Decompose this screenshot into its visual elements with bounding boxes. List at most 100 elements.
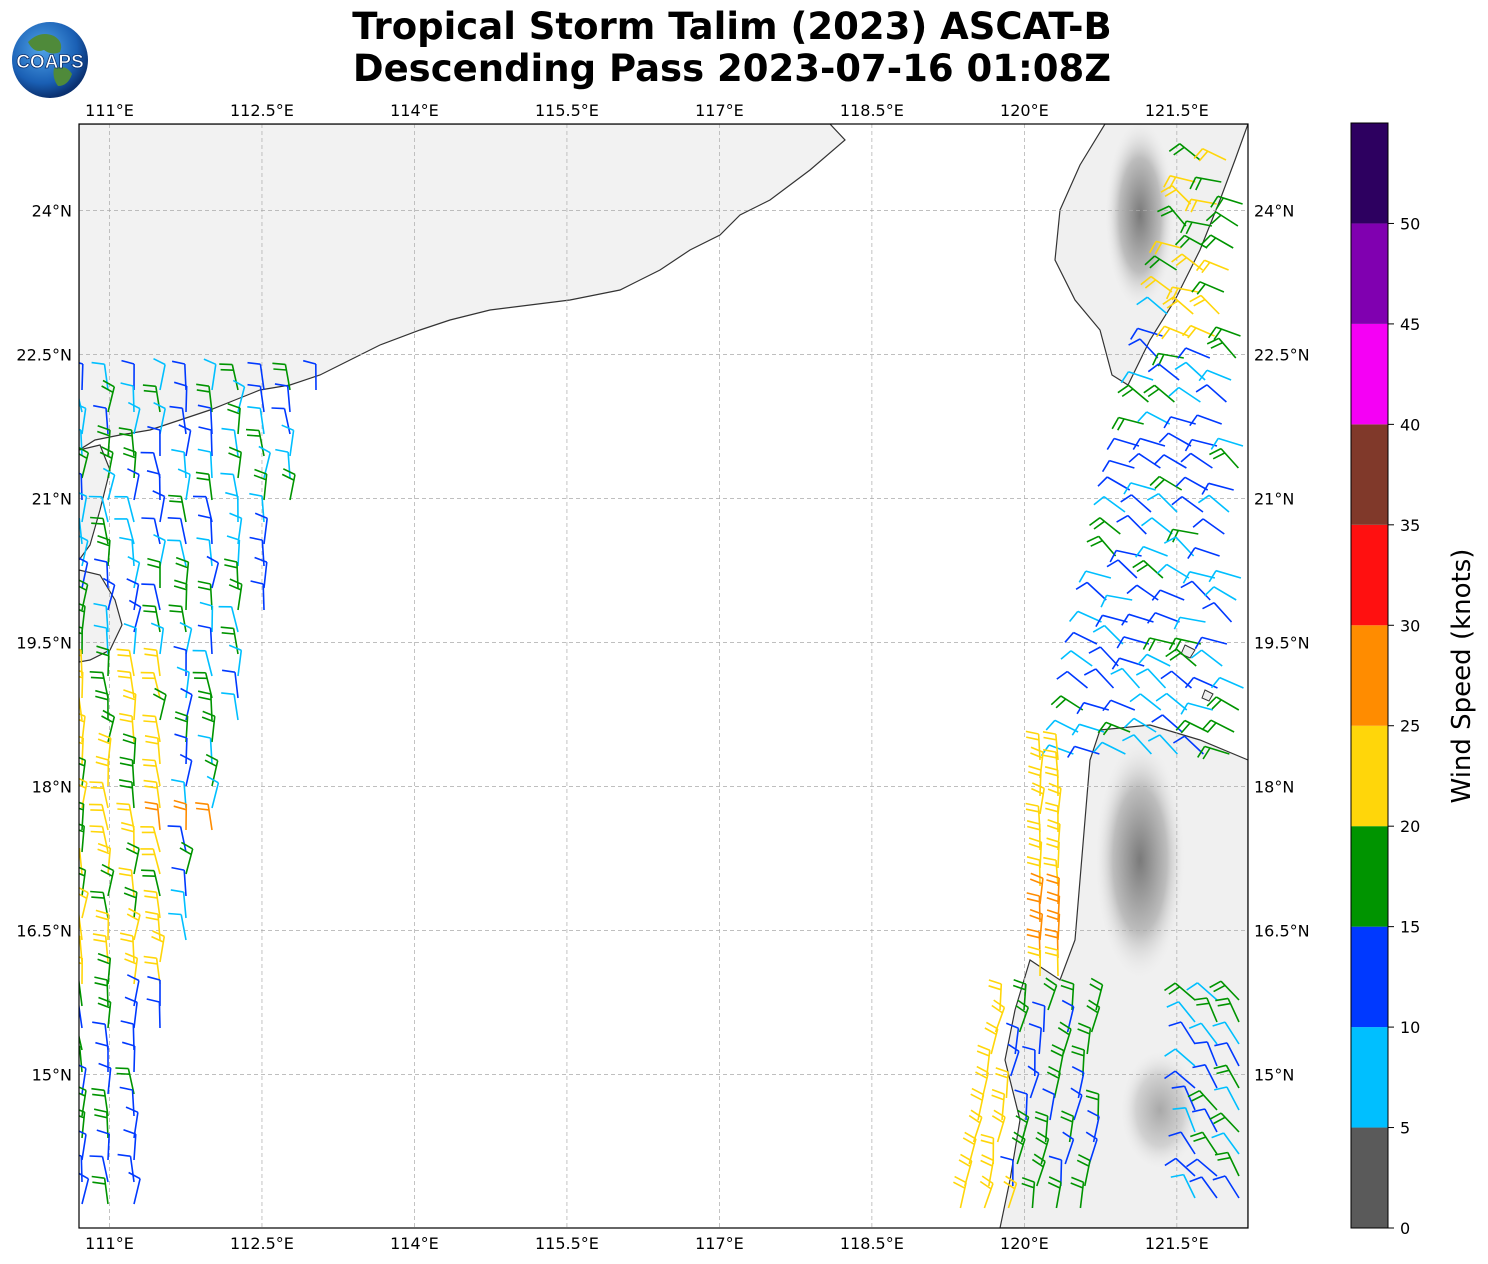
wind-barb xyxy=(1187,1089,1218,1111)
wind-barb xyxy=(1078,570,1112,583)
wind-barb xyxy=(1070,1087,1083,1121)
wind-barb xyxy=(220,626,239,655)
wind-barb xyxy=(1179,220,1213,235)
colorbar-bin xyxy=(1351,725,1388,827)
wind-barb xyxy=(114,518,135,545)
wind-barb xyxy=(1068,610,1102,623)
wind-barb xyxy=(153,357,166,391)
wind-barb xyxy=(124,952,139,985)
colorbar-bin xyxy=(1351,1127,1388,1228)
wind-barb xyxy=(1092,741,1126,755)
wind-barb xyxy=(1025,730,1041,761)
wind-barb xyxy=(126,907,141,941)
lat-tick-label-right: 19.5°N xyxy=(1254,633,1310,652)
wind-barb xyxy=(179,753,193,787)
wind-barb xyxy=(1026,820,1041,851)
wind-barb xyxy=(142,714,161,743)
colorbar-tick-label: 30 xyxy=(1400,616,1420,635)
wind-barb xyxy=(1205,211,1239,227)
wind-barb xyxy=(1168,1021,1196,1045)
wind-barb xyxy=(1151,589,1185,601)
wind-barb xyxy=(1102,699,1136,712)
wind-barb xyxy=(198,426,213,457)
wind-barb xyxy=(1086,535,1117,557)
wind-barb xyxy=(151,930,166,963)
wind-barb xyxy=(179,621,193,655)
lon-tick-label-bottom: 121.5°E xyxy=(1145,1234,1209,1253)
wind-barb xyxy=(1046,837,1060,869)
landmasses xyxy=(79,124,1248,1228)
wind-barb xyxy=(1044,946,1059,977)
wind-barb xyxy=(1117,384,1149,403)
wind-barb xyxy=(206,775,220,809)
wind-barb xyxy=(302,359,317,391)
wind-barb xyxy=(1057,1021,1072,1055)
wind-barb xyxy=(1136,296,1168,315)
wind-barb xyxy=(221,692,239,721)
wind-barb xyxy=(195,802,213,831)
wind-barb xyxy=(119,1086,135,1117)
wind-barb xyxy=(984,1021,999,1055)
wind-barb xyxy=(142,604,161,633)
wind-barb xyxy=(1170,1173,1196,1199)
wind-barb xyxy=(79,428,83,457)
wind-barb xyxy=(206,555,220,589)
wind-barb xyxy=(79,1172,90,1205)
wind-barb xyxy=(1032,1001,1046,1033)
wind-barb xyxy=(1135,545,1168,558)
wind-barb xyxy=(1189,294,1220,315)
wind-barb xyxy=(1095,614,1128,627)
wind-barb xyxy=(1092,624,1124,645)
wind-barb xyxy=(99,446,114,479)
wind-barb xyxy=(253,468,268,501)
wind-barb xyxy=(1077,1022,1092,1055)
lon-tick-label-top: 121.5°E xyxy=(1145,101,1209,120)
wind-barb xyxy=(201,710,216,743)
wind-barb xyxy=(1209,1112,1240,1133)
wind-barb xyxy=(102,467,116,501)
wind-barb xyxy=(88,495,109,523)
wind-barb xyxy=(1212,1175,1240,1199)
wind-barb xyxy=(1180,580,1211,601)
wind-barb xyxy=(98,1062,112,1095)
wind-barb xyxy=(97,425,111,457)
colorbar-tick-label: 10 xyxy=(1400,1018,1420,1037)
wind-barb xyxy=(146,998,161,1029)
wind-barb xyxy=(1155,692,1188,711)
wind-barb xyxy=(1088,646,1119,667)
wind-barb xyxy=(88,803,109,831)
wind-barb xyxy=(1128,338,1159,359)
wind-barb xyxy=(1180,702,1214,715)
wind-barb xyxy=(1206,337,1237,359)
wind-barb xyxy=(249,492,265,523)
wind-barb xyxy=(195,471,213,501)
wind-barb xyxy=(1060,650,1093,667)
wind-barb xyxy=(79,1045,83,1073)
colorbar-border xyxy=(1350,122,1389,1229)
wind-barb xyxy=(91,361,109,391)
taiwan-mountain-relief xyxy=(1105,124,1175,310)
wind-barb xyxy=(173,799,188,831)
wind-barb xyxy=(1097,476,1131,491)
wind-barb xyxy=(1142,637,1176,652)
colorbar-bin xyxy=(1351,424,1388,525)
wind-barb xyxy=(144,801,161,831)
wind-barb xyxy=(1132,559,1164,579)
colorbar-label: Wind Speed (knots) xyxy=(1447,549,1477,804)
wind-barb xyxy=(152,687,167,721)
wind-barb xyxy=(1158,432,1192,447)
lat-tick-label-left: 15°N xyxy=(32,1065,72,1084)
wind-barb xyxy=(254,556,268,589)
wind-barb xyxy=(1212,1021,1240,1045)
lat-tick-label-left: 19.5°N xyxy=(16,633,72,652)
wind-barb xyxy=(1187,547,1220,560)
wind-barb xyxy=(1089,517,1121,535)
lon-tick-label-top: 114°E xyxy=(390,101,439,120)
wind-barb xyxy=(125,842,140,875)
wind-barb xyxy=(1151,714,1183,733)
wind-barb xyxy=(1194,636,1228,650)
wind-barb xyxy=(274,383,291,413)
luzon-south-relief xyxy=(1120,1050,1200,1170)
wind-barb xyxy=(1147,734,1178,755)
